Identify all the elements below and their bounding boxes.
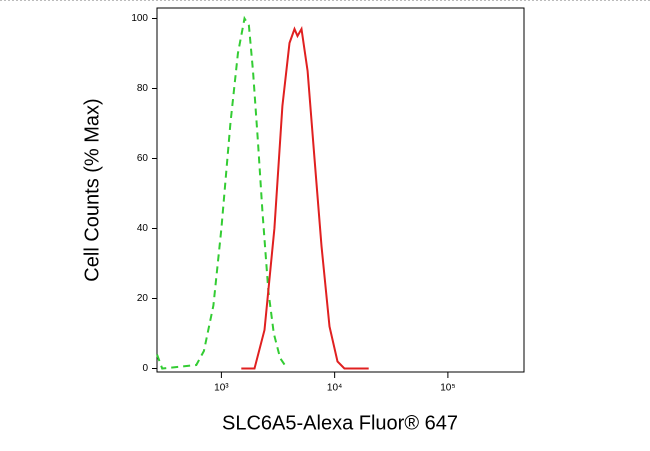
y-tick-label: 0 <box>142 363 148 374</box>
y-tick-label: 20 <box>137 293 149 304</box>
series-line <box>156 15 288 370</box>
x-tick-label: 10⁵ <box>440 383 455 394</box>
y-axis-label: Cell Counts (% Max) <box>81 98 103 281</box>
y-tick-label: 40 <box>137 223 149 234</box>
x-axis-label: SLC6A5-Alexa Fluor® 647 <box>222 412 458 434</box>
series-line <box>241 25 369 370</box>
y-tick-label: 100 <box>131 13 148 24</box>
y-tick-label: 60 <box>137 153 149 164</box>
plot-frame <box>156 7 525 373</box>
x-tick-label: 10³ <box>214 383 229 394</box>
x-tick-label: 10⁴ <box>327 383 342 394</box>
y-tick-label: 80 <box>137 83 149 94</box>
